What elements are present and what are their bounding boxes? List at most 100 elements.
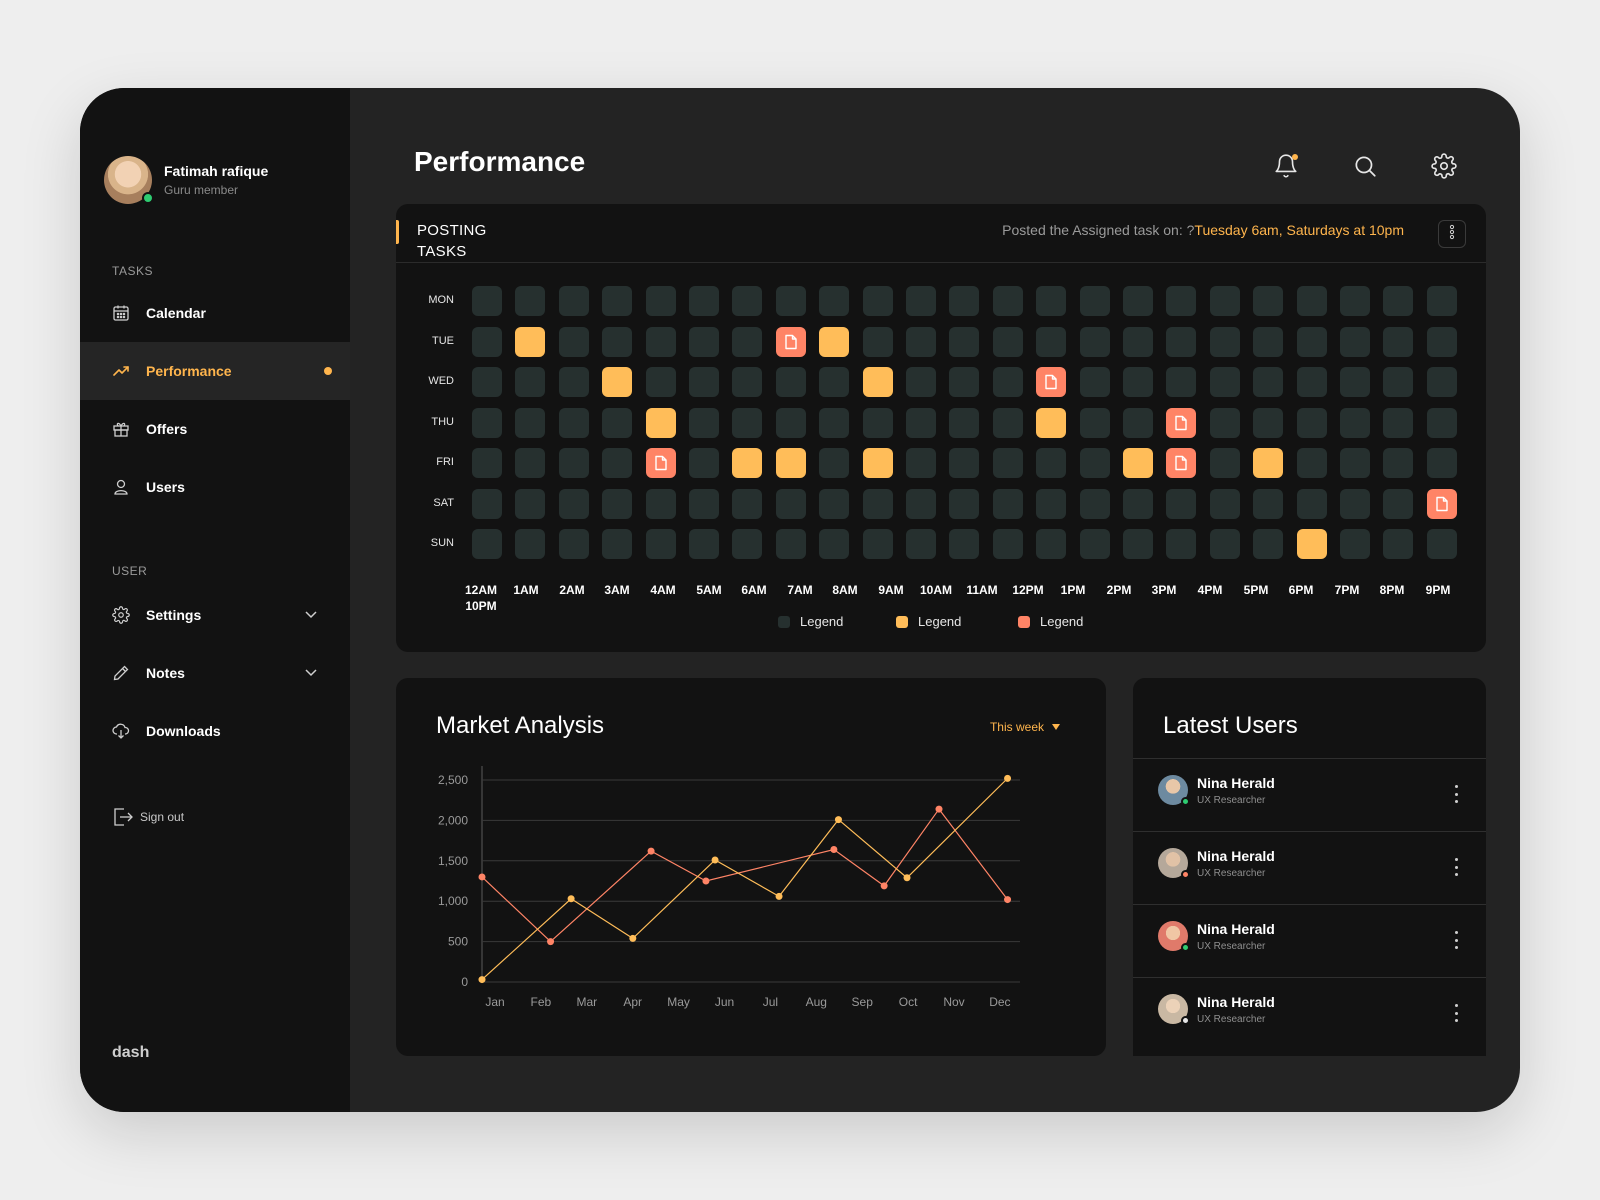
heatmap-cell[interactable] — [906, 286, 936, 316]
heatmap-cell[interactable] — [819, 367, 850, 397]
heatmap-cell[interactable] — [775, 407, 806, 438]
heatmap-cell[interactable] — [1340, 448, 1370, 478]
user-list-item[interactable]: Nina Herald UX Researcher — [1133, 905, 1486, 977]
heatmap-cell-scheduled[interactable] — [602, 367, 633, 397]
heatmap-cell[interactable] — [906, 367, 936, 397]
heatmap-cell[interactable] — [732, 367, 763, 397]
heatmap-cell[interactable] — [515, 407, 546, 438]
heatmap-cell[interactable] — [1340, 286, 1370, 316]
heatmap-cell[interactable] — [1253, 407, 1284, 438]
user-list-item[interactable]: Nina Herald UX Researcher — [1133, 978, 1486, 1050]
heatmap-cell-posted[interactable] — [1036, 367, 1067, 397]
more-vertical-icon[interactable] — [1454, 931, 1458, 949]
heatmap-cell[interactable] — [732, 488, 763, 519]
heatmap-cell[interactable] — [1426, 367, 1457, 397]
heatmap-cell[interactable] — [515, 448, 546, 478]
heatmap-cell-scheduled[interactable] — [1123, 448, 1153, 478]
heatmap-cell[interactable] — [472, 529, 502, 559]
heatmap-cell[interactable] — [558, 529, 589, 559]
heatmap-cell-posted[interactable] — [645, 448, 676, 478]
heatmap-cell-scheduled[interactable] — [775, 448, 806, 478]
heatmap-cell[interactable] — [732, 407, 763, 438]
heatmap-cell[interactable] — [819, 448, 850, 478]
heatmap-cell[interactable] — [1426, 529, 1457, 559]
heatmap-cell[interactable] — [1079, 407, 1110, 438]
heatmap-cell[interactable] — [732, 286, 763, 316]
heatmap-cell[interactable] — [558, 448, 589, 478]
heatmap-cell[interactable] — [949, 367, 980, 397]
heatmap-cell-scheduled[interactable] — [1036, 407, 1067, 438]
heatmap-cell[interactable] — [732, 326, 763, 357]
heatmap-cell[interactable] — [602, 488, 633, 519]
heatmap-cell[interactable] — [949, 488, 980, 519]
heatmap-cell[interactable] — [602, 326, 633, 357]
heatmap-cell[interactable] — [558, 407, 589, 438]
heatmap-cell[interactable] — [515, 286, 546, 316]
heatmap-cell[interactable] — [1253, 529, 1284, 559]
sidebar-item-performance[interactable]: Performance — [80, 342, 350, 400]
heatmap-cell[interactable] — [1036, 286, 1067, 316]
heatmap-cell[interactable] — [602, 286, 633, 316]
heatmap-cell[interactable] — [558, 286, 589, 316]
card-menu-button[interactable] — [1438, 220, 1466, 248]
heatmap-cell-scheduled[interactable] — [515, 326, 546, 357]
heatmap-cell[interactable] — [1166, 286, 1197, 316]
heatmap-cell[interactable] — [472, 488, 502, 519]
heatmap-cell[interactable] — [602, 529, 633, 559]
sign-out-button[interactable]: Sign out — [112, 806, 184, 828]
heatmap-cell[interactable] — [862, 286, 893, 316]
heatmap-cell[interactable] — [689, 367, 719, 397]
heatmap-cell[interactable] — [1123, 326, 1153, 357]
heatmap-cell[interactable] — [775, 367, 806, 397]
heatmap-cell[interactable] — [1036, 326, 1067, 357]
heatmap-cell[interactable] — [1166, 367, 1197, 397]
heatmap-cell[interactable] — [992, 448, 1023, 478]
heatmap-cell[interactable] — [515, 367, 546, 397]
heatmap-cell[interactable] — [558, 326, 589, 357]
heatmap-cell-posted[interactable] — [775, 326, 806, 357]
heatmap-cell[interactable] — [645, 488, 676, 519]
more-vertical-icon[interactable] — [1454, 1004, 1458, 1022]
heatmap-cell[interactable] — [949, 326, 980, 357]
heatmap-cell[interactable] — [1079, 367, 1110, 397]
heatmap-cell[interactable] — [862, 488, 893, 519]
heatmap-cell[interactable] — [1209, 367, 1240, 397]
heatmap-cell[interactable] — [906, 529, 936, 559]
heatmap-cell[interactable] — [645, 367, 676, 397]
heatmap-cell[interactable] — [1209, 326, 1240, 357]
heatmap-cell[interactable] — [1253, 488, 1284, 519]
heatmap-cell[interactable] — [949, 407, 980, 438]
heatmap-cell[interactable] — [1296, 448, 1327, 478]
heatmap-cell[interactable] — [775, 488, 806, 519]
heatmap-cell[interactable] — [819, 529, 850, 559]
heatmap-cell[interactable] — [1123, 286, 1153, 316]
heatmap-cell[interactable] — [1383, 326, 1414, 357]
heatmap-cell[interactable] — [1166, 488, 1197, 519]
heatmap-cell[interactable] — [558, 488, 589, 519]
heatmap-cell[interactable] — [906, 488, 936, 519]
heatmap-cell[interactable] — [862, 407, 893, 438]
heatmap-cell[interactable] — [472, 448, 502, 478]
heatmap-cell[interactable] — [645, 286, 676, 316]
heatmap-cell-scheduled[interactable] — [862, 367, 893, 397]
heatmap-cell[interactable] — [1296, 488, 1327, 519]
heatmap-cell[interactable] — [992, 367, 1023, 397]
heatmap-cell[interactable] — [992, 529, 1023, 559]
heatmap-cell[interactable] — [1383, 407, 1414, 438]
heatmap-cell[interactable] — [819, 407, 850, 438]
heatmap-cell[interactable] — [1209, 488, 1240, 519]
heatmap-cell[interactable] — [1253, 326, 1284, 357]
heatmap-cell[interactable] — [1123, 488, 1153, 519]
heatmap-cell-scheduled[interactable] — [645, 407, 676, 438]
heatmap-cell[interactable] — [1123, 407, 1153, 438]
heatmap-cell[interactable] — [732, 529, 763, 559]
heatmap-cell-scheduled[interactable] — [819, 326, 850, 357]
heatmap-cell[interactable] — [1209, 448, 1240, 478]
heatmap-cell-posted[interactable] — [1166, 448, 1197, 478]
heatmap-cell[interactable] — [1036, 488, 1067, 519]
heatmap-cell[interactable] — [1383, 529, 1414, 559]
heatmap-cell[interactable] — [515, 488, 546, 519]
heatmap-cell[interactable] — [1383, 488, 1414, 519]
heatmap-cell[interactable] — [472, 326, 502, 357]
heatmap-cell[interactable] — [1036, 529, 1067, 559]
